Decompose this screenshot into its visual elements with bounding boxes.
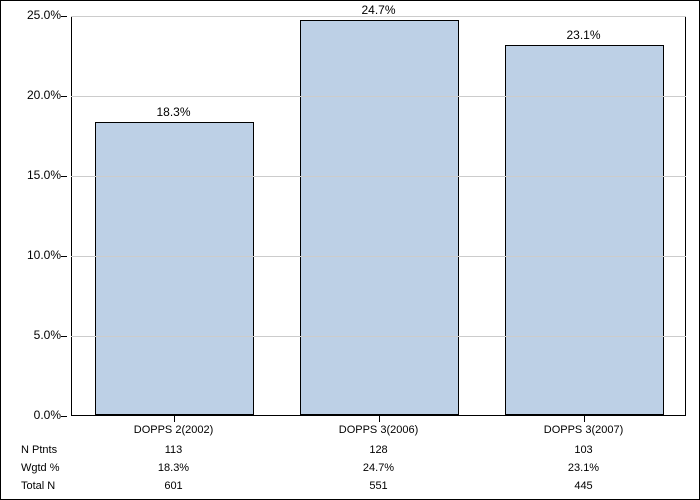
y-gridline (71, 336, 686, 337)
y-axis-label: 5.0% (6, 328, 61, 342)
x-tick (584, 416, 585, 422)
bar (95, 122, 255, 415)
chart-container: 0.0% 5.0% 10.0% 15.0% 20.0% 25.0% 18.3% DOPPS 2… (0, 0, 700, 500)
table-row-label: Wgtd % (21, 462, 60, 474)
y-tick (61, 16, 67, 17)
y-gridline (71, 96, 686, 97)
table-cell: 445 (574, 480, 592, 492)
y-axis-label: 20.0% (6, 88, 61, 102)
x-category-label: DOPPS 3(2006) (339, 424, 418, 436)
bar-value-label: 24.7% (361, 3, 395, 17)
table-cell: 113 (165, 444, 183, 456)
y-tick (61, 96, 67, 97)
y-gridline (71, 176, 686, 177)
table-cell: 601 (164, 480, 182, 492)
y-axis-label: 10.0% (6, 248, 61, 262)
y-axis-label: 0.0% (6, 408, 61, 422)
bar-value-label: 23.1% (566, 28, 600, 42)
y-tick (61, 176, 67, 177)
table-cell: 128 (369, 444, 387, 456)
plot-area (71, 16, 686, 416)
table-cell: 551 (369, 480, 387, 492)
table-cell: 23.1% (568, 462, 599, 474)
table-cell: 18.3% (158, 462, 189, 474)
table-row-label: N Ptnts (21, 444, 57, 456)
x-category-label: DOPPS 3(2007) (544, 424, 623, 436)
y-axis-label: 25.0% (6, 8, 61, 22)
y-axis-label: 15.0% (6, 168, 61, 182)
y-tick (61, 416, 67, 417)
x-category-label: DOPPS 2(2002) (134, 424, 213, 436)
x-tick (379, 416, 380, 422)
bar (505, 45, 665, 415)
x-tick (174, 416, 175, 422)
y-tick (61, 256, 67, 257)
y-tick (61, 336, 67, 337)
table-cell: 24.7% (363, 462, 394, 474)
bar-value-label: 18.3% (156, 105, 190, 119)
bar (300, 20, 460, 415)
y-gridline (71, 256, 686, 257)
table-cell: 103 (574, 444, 592, 456)
table-row-label: Total N (21, 480, 55, 492)
